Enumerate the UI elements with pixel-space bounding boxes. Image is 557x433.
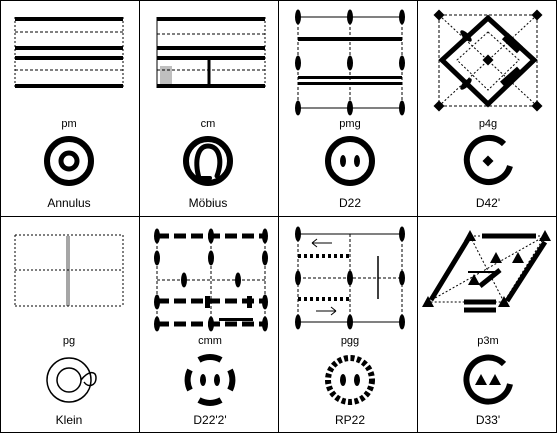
cell-pmg: pmg D22 bbox=[295, 9, 405, 210]
symbol-label: pmg bbox=[339, 118, 360, 130]
surface-name: RP22 bbox=[335, 413, 365, 427]
symbol-label: cmm bbox=[198, 335, 222, 347]
pm-pattern bbox=[14, 17, 124, 88]
annulus-orbifold-icon bbox=[44, 136, 94, 186]
pg-pattern bbox=[14, 234, 124, 307]
surface-name: Klein bbox=[56, 413, 83, 427]
surface-name: D42' bbox=[476, 196, 500, 210]
mobius-orbifold-icon bbox=[183, 136, 233, 186]
cell-pm: pm Annulus bbox=[14, 17, 124, 210]
pgg-pattern bbox=[295, 226, 405, 330]
surface-name: D33' bbox=[476, 413, 500, 427]
p3m-pattern bbox=[422, 230, 551, 313]
d22-orbifold-icon bbox=[325, 136, 375, 186]
surface-name: D22'2' bbox=[193, 413, 226, 427]
symbol-label: p3m bbox=[477, 335, 498, 347]
symbol-label: pm bbox=[61, 118, 76, 130]
symbol-label: pgg bbox=[341, 335, 359, 347]
d42-orbifold-icon bbox=[463, 135, 513, 185]
cell-pgg: pgg RP22 bbox=[295, 226, 405, 427]
symbol-label: cm bbox=[201, 118, 216, 130]
rp22-orbifold-icon bbox=[325, 355, 375, 405]
symbol-label: pg bbox=[63, 335, 75, 347]
cmm-pattern bbox=[154, 228, 268, 332]
surface-name: Möbius bbox=[189, 196, 228, 210]
cell-p4g: p4g D42' bbox=[4, 0, 543, 210]
cm-pattern bbox=[156, 17, 266, 88]
d33-orbifold-icon bbox=[463, 354, 513, 405]
p4g-pattern bbox=[4, 0, 543, 112]
cell-pg: pg Klein bbox=[14, 234, 124, 427]
d2222-orbifold-icon bbox=[184, 354, 236, 406]
pmg-pattern bbox=[295, 9, 405, 116]
cell-cmm: cmm D22'2' bbox=[154, 228, 268, 427]
symbol-label: p4g bbox=[479, 118, 497, 130]
cell-cm: cm Möbius bbox=[156, 17, 266, 210]
surface-name: D22 bbox=[339, 196, 361, 210]
surface-name: Annulus bbox=[47, 196, 90, 210]
cell-p3m: p3m D33' bbox=[422, 230, 551, 427]
klein-orbifold-icon bbox=[46, 357, 97, 403]
